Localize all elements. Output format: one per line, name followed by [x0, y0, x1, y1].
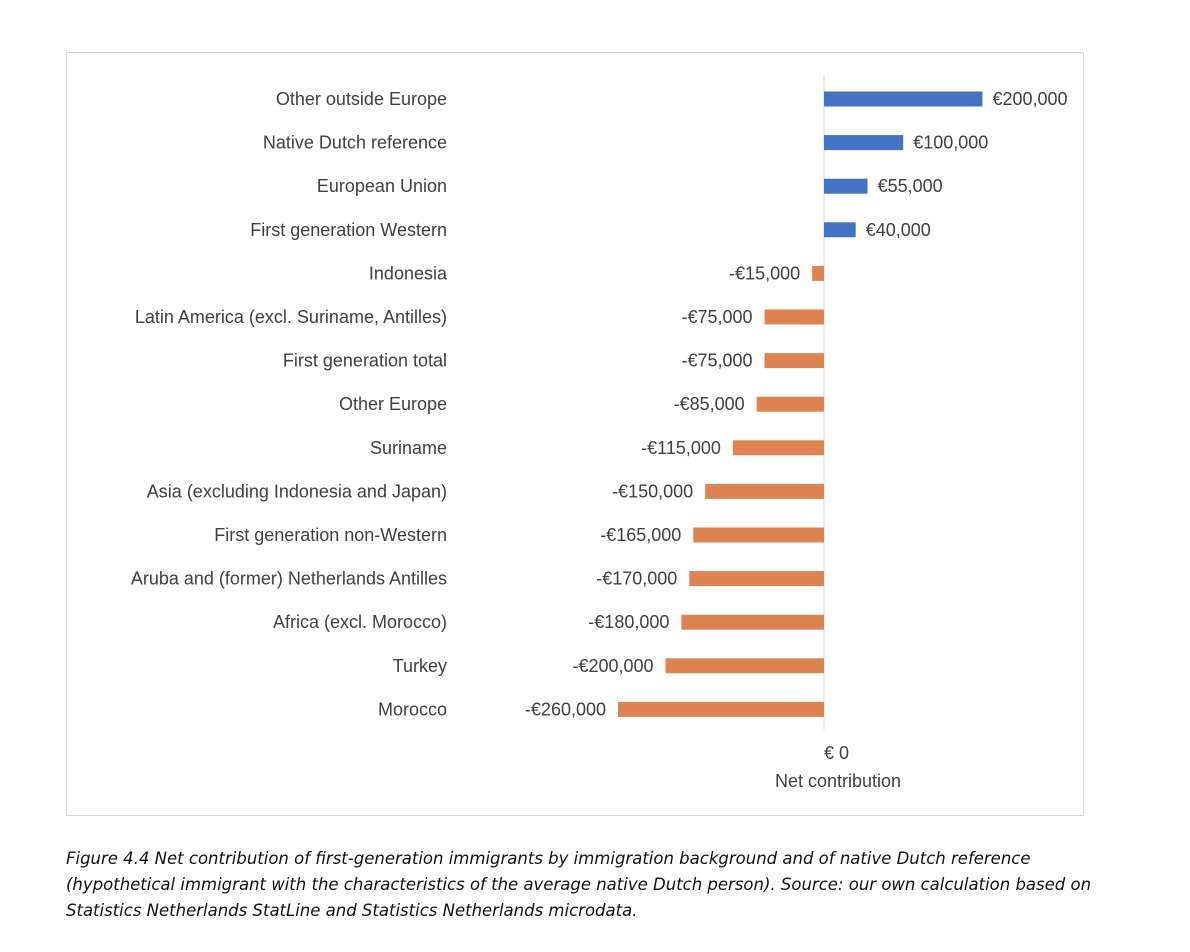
- bar: [665, 658, 824, 674]
- figure-caption: Figure 4.4 Net contribution of first-gen…: [66, 849, 1092, 920]
- category-label: Indonesia: [369, 263, 448, 283]
- bar: [824, 222, 856, 238]
- category-label: Turkey: [393, 656, 447, 676]
- category-label: Aruba and (former) Netherlands Antilles: [131, 569, 447, 589]
- value-label: €40,000: [866, 220, 931, 240]
- category-label: First generation non-Western: [214, 525, 447, 545]
- category-label: Other outside Europe: [276, 89, 447, 109]
- bar: [812, 265, 824, 281]
- category-label: Native Dutch reference: [263, 133, 447, 153]
- bar: [756, 396, 824, 412]
- value-label: -€180,000: [588, 612, 669, 632]
- bar: [764, 353, 824, 369]
- category-label: First generation Western: [250, 220, 447, 240]
- bar: [681, 614, 824, 630]
- value-label: €55,000: [878, 176, 943, 196]
- value-label: -€115,000: [641, 438, 721, 458]
- value-label: -€75,000: [682, 307, 753, 327]
- chart-frame: [66, 52, 1084, 816]
- chart-rows: Other outside Europe €200,000 Native Dutch…: [131, 89, 1068, 719]
- value-label: -€170,000: [596, 569, 677, 589]
- bar: [824, 135, 904, 151]
- bar: [824, 91, 983, 107]
- value-label: €100,000: [913, 133, 988, 153]
- bar: [618, 701, 824, 717]
- bar: [705, 483, 824, 499]
- value-label: -€150,000: [612, 481, 693, 501]
- value-label: €200,000: [992, 89, 1067, 109]
- bar: [824, 178, 868, 194]
- value-label: -€75,000: [682, 351, 753, 371]
- category-label: Africa (excl. Morocco): [273, 612, 447, 632]
- bar: [689, 571, 824, 587]
- category-label: Suriname: [370, 438, 447, 458]
- value-label: -€200,000: [572, 656, 653, 676]
- zero-tick-label: € 0: [824, 743, 849, 763]
- bar: [764, 309, 824, 325]
- category-label: European Union: [317, 176, 447, 196]
- value-label: -€15,000: [729, 263, 800, 283]
- bar: [693, 527, 824, 543]
- value-label: -€165,000: [600, 525, 681, 545]
- category-label: Other Europe: [339, 394, 447, 414]
- category-label: Morocco: [378, 699, 447, 719]
- value-label: -€85,000: [674, 394, 745, 414]
- category-label: Latin America (excl. Suriname, Antilles): [135, 307, 447, 327]
- bar: [732, 440, 824, 456]
- category-label: First generation total: [283, 351, 447, 371]
- x-axis-title: Net contribution: [775, 771, 901, 791]
- category-label: Asia (excluding Indonesia and Japan): [147, 481, 447, 501]
- value-label: -€260,000: [525, 699, 606, 719]
